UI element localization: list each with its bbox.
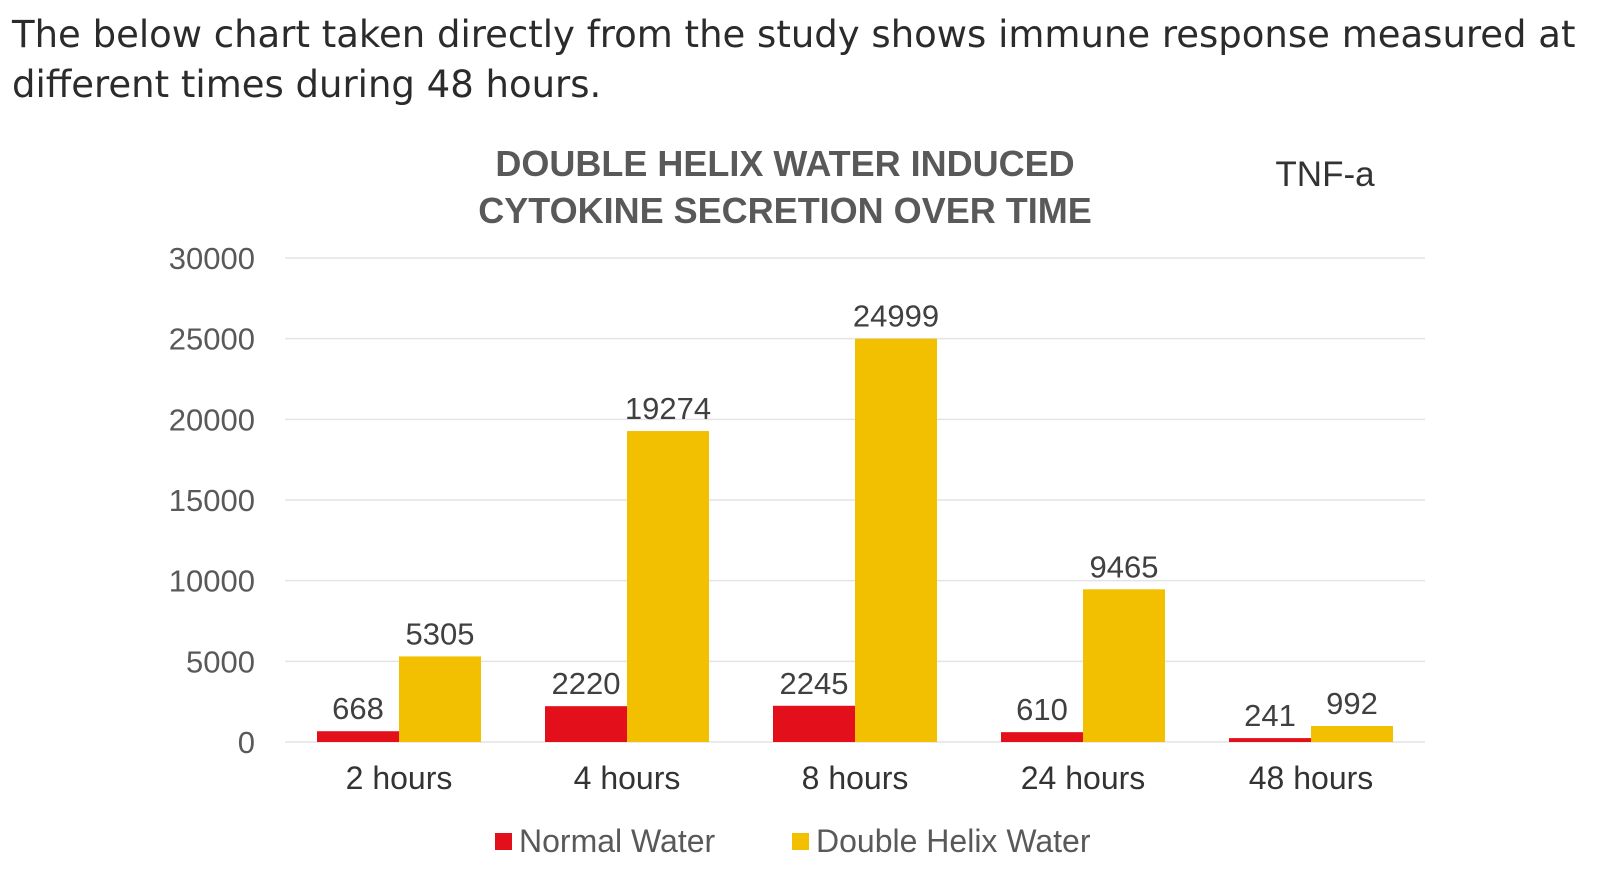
data-label: 5305 (406, 616, 475, 651)
y-tick-label: 5000 (186, 644, 255, 679)
x-tick-label: 48 hours (1249, 760, 1374, 796)
bar (1001, 732, 1083, 742)
legend-label: Double Helix Water (816, 823, 1091, 859)
bar (1229, 738, 1311, 742)
chart-title-line1: DOUBLE HELIX WATER INDUCED (495, 143, 1074, 184)
bar (773, 705, 855, 742)
legend-swatch (495, 833, 512, 850)
chart-title-line2: CYTOKINE SECRETION OVER TIME (478, 190, 1091, 231)
data-label: 24999 (853, 299, 939, 334)
data-label: 241 (1244, 698, 1296, 733)
bar (627, 431, 709, 742)
x-tick-label: 24 hours (1021, 760, 1146, 796)
data-labels: 668 5305 2220 19274 2245 24999 610 9465 241 992 (332, 299, 1378, 733)
bar (545, 706, 627, 742)
data-label: 610 (1016, 692, 1068, 727)
y-tick-label: 25000 (169, 322, 255, 357)
legend: Normal Water Double Helix Water (495, 823, 1091, 859)
x-tick-label: 2 hours (346, 760, 453, 796)
y-tick-label: 30000 (169, 241, 255, 276)
data-label: 2220 (552, 666, 621, 701)
y-tick-label: 15000 (169, 483, 255, 518)
data-label: 9465 (1090, 549, 1159, 584)
legend-label: Normal Water (519, 823, 716, 859)
y-tick-label: 10000 (169, 564, 255, 599)
intro-text: The below chart taken directly from the … (12, 13, 1576, 106)
bar (317, 731, 399, 742)
data-label: 668 (332, 691, 384, 726)
data-label: 992 (1326, 686, 1378, 721)
y-tick-label: 0 (238, 725, 255, 760)
x-tick-label: 4 hours (574, 760, 681, 796)
y-axis-ticks: 0 5000 10000 15000 20000 25000 30000 (169, 241, 255, 760)
bar (855, 338, 937, 742)
bar (1083, 589, 1165, 742)
bar (399, 656, 481, 742)
bar (1311, 725, 1393, 742)
bars (317, 338, 1393, 742)
y-tick-label: 20000 (169, 402, 255, 437)
data-label: 19274 (625, 391, 711, 426)
data-label: 2245 (780, 666, 849, 701)
x-axis-ticks: 2 hours 4 hours 8 hours 24 hours 48 hours (346, 760, 1374, 796)
x-tick-label: 8 hours (802, 760, 909, 796)
legend-swatch (792, 833, 809, 850)
chart-subtitle: TNF-a (1275, 155, 1375, 194)
